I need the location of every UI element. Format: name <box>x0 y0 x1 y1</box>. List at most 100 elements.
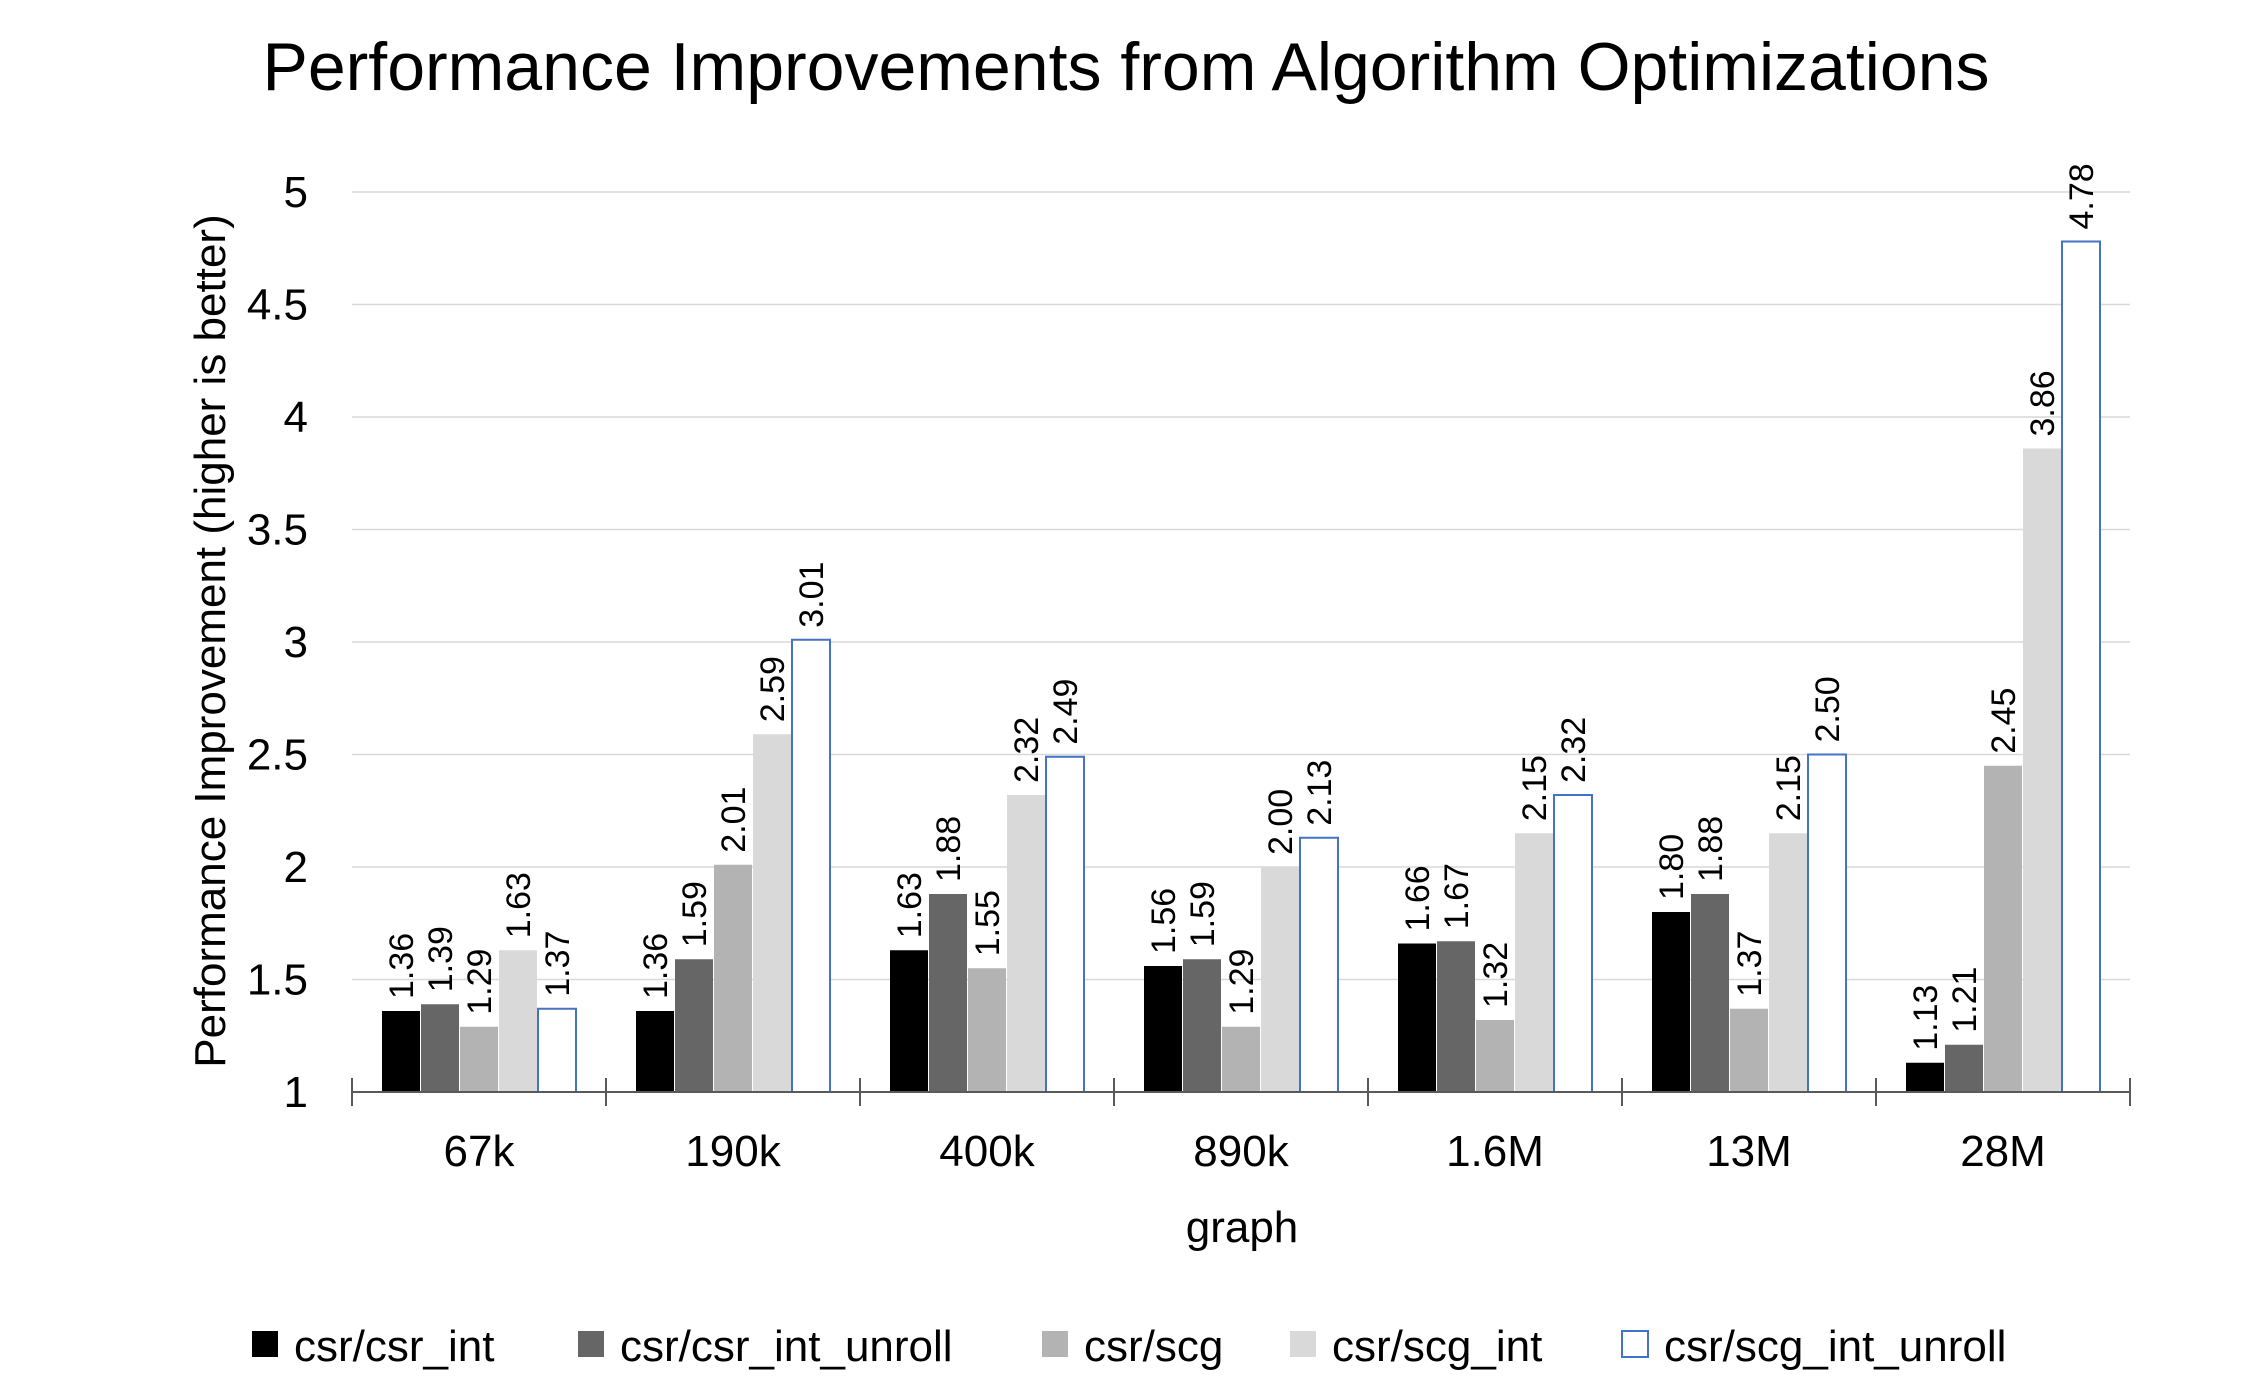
bar <box>1691 894 1729 1092</box>
data-label: 2.15 <box>1770 755 1808 821</box>
data-label: 2.49 <box>1047 679 1085 745</box>
legend: csr/csr_int csr/csr_int_unroll csr/scg csr/… <box>252 1322 2006 1371</box>
bar <box>929 894 967 1092</box>
data-label: 1.67 <box>1438 863 1476 929</box>
x-tick-label: 890k <box>1193 1127 1289 1176</box>
legend-swatch <box>1290 1331 1316 1357</box>
data-label: 2.00 <box>1262 789 1300 855</box>
x-tick-label: 28M <box>1960 1127 2046 1176</box>
bar <box>2061 240 2101 1093</box>
data-label: 2.01 <box>715 787 753 853</box>
data-label: 1.63 <box>500 872 538 938</box>
bar <box>1652 912 1690 1092</box>
data-labels: 1.36 1.36 1.63 1.56 1.66 1.80 1.13 1.39 1.59 1.88… <box>383 163 2101 1050</box>
legend-swatch <box>252 1331 278 1357</box>
y-axis-title: Performance Improvement (higher is bette… <box>186 214 235 1067</box>
legend-label: csr/csr_int <box>294 1322 494 1371</box>
data-label: 2.50 <box>1809 676 1847 742</box>
data-label: 1.55 <box>969 890 1007 956</box>
bar <box>1906 1062 1944 1092</box>
bar <box>1553 794 1593 1093</box>
bar <box>1007 795 1045 1092</box>
bar <box>714 864 752 1092</box>
legend-label: csr/csr_int_unroll <box>620 1322 953 1371</box>
data-label: 2.59 <box>754 656 792 722</box>
x-tick-label: 400k <box>939 1127 1035 1176</box>
y-tick-label: 5 <box>284 168 308 217</box>
bar <box>421 1004 459 1092</box>
bar <box>890 950 928 1092</box>
gridlines <box>352 191 2130 981</box>
bar <box>1144 966 1182 1092</box>
bars <box>382 240 2101 1093</box>
data-label: 1.59 <box>676 881 714 947</box>
bar <box>1299 836 1339 1093</box>
bar <box>636 1011 674 1092</box>
x-axis-title: graph <box>1186 1203 1299 1252</box>
bar <box>1769 833 1807 1092</box>
data-label: 1.37 <box>539 931 577 997</box>
bar <box>460 1026 498 1092</box>
data-label: 1.59 <box>1184 881 1222 947</box>
data-label: 4.78 <box>2063 163 2101 229</box>
data-label: 2.45 <box>1985 688 2023 754</box>
x-tick-label: 67k <box>444 1127 516 1176</box>
bar <box>1476 1020 1514 1092</box>
bar <box>1730 1008 1768 1092</box>
legend-label: csr/scg_int_unroll <box>1664 1322 2006 1371</box>
bar <box>499 950 537 1092</box>
bar <box>1222 1026 1260 1092</box>
data-label: 2.15 <box>1516 755 1554 821</box>
data-label: 1.88 <box>1692 816 1730 882</box>
bar <box>1807 753 1847 1093</box>
bar <box>1261 867 1299 1092</box>
legend-label: csr/scg <box>1084 1322 1223 1371</box>
chart-title: Performance Improvements from Algorithm … <box>262 29 1989 105</box>
bar <box>968 968 1006 1092</box>
y-tick-label: 2.5 <box>247 731 308 780</box>
bar <box>1945 1044 1983 1092</box>
legend-label: csr/scg_int <box>1332 1322 1542 1371</box>
data-label: 1.32 <box>1477 942 1515 1008</box>
y-tick-label: 3.5 <box>247 506 308 555</box>
data-label: 1.88 <box>930 816 968 882</box>
data-label: 1.66 <box>1399 865 1437 931</box>
y-tick-label: 2 <box>284 843 308 892</box>
bar <box>753 734 791 1092</box>
data-label: 1.80 <box>1653 834 1691 900</box>
bar <box>1398 943 1436 1092</box>
bar <box>675 959 713 1092</box>
legend-swatch <box>1621 1330 1649 1358</box>
legend-swatch <box>578 1331 604 1357</box>
data-label: 1.36 <box>637 933 675 999</box>
bar <box>1183 959 1221 1092</box>
data-label: 1.36 <box>383 933 421 999</box>
bar <box>382 1011 420 1092</box>
data-label: 1.63 <box>891 872 929 938</box>
bar <box>1045 755 1085 1093</box>
x-tick-label: 13M <box>1706 1127 1792 1176</box>
bar <box>1515 833 1553 1092</box>
data-label: 1.21 <box>1946 967 1984 1033</box>
y-tick-label: 1 <box>284 1068 308 1117</box>
axes: 1 1.5 2 2.5 3 3.5 4 4.5 5 67k 190k 400k 890k 1.6M 13M 2… <box>247 168 2131 1176</box>
y-tick-label: 4.5 <box>247 281 308 330</box>
data-label: 3.01 <box>793 562 831 628</box>
bar <box>537 1007 577 1093</box>
bar <box>1984 765 2022 1092</box>
data-label: 2.32 <box>1555 717 1593 783</box>
data-label: 1.39 <box>422 926 460 992</box>
data-label: 2.13 <box>1301 760 1339 826</box>
bar <box>791 638 831 1093</box>
x-tick-label: 190k <box>685 1127 781 1176</box>
y-tick-label: 1.5 <box>247 956 308 1005</box>
data-label: 1.29 <box>1223 949 1261 1015</box>
data-label: 1.29 <box>461 949 499 1015</box>
data-label: 1.13 <box>1907 985 1945 1051</box>
y-tick-label: 4 <box>284 393 308 442</box>
data-label: 2.32 <box>1008 717 1046 783</box>
x-tick-label: 1.6M <box>1446 1127 1544 1176</box>
bar <box>2023 448 2061 1092</box>
